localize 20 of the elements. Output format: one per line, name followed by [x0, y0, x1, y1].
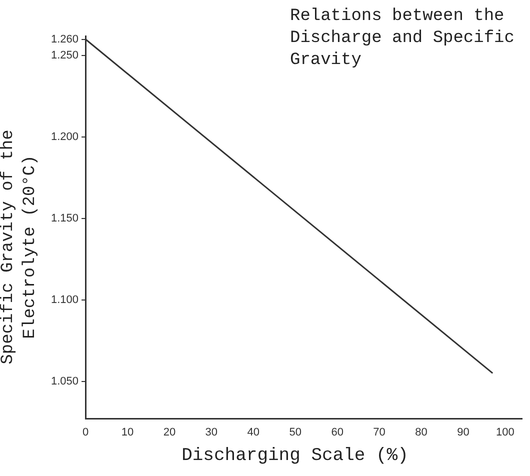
- x-tick-label: 30: [205, 426, 218, 438]
- x-tick-label: 20: [163, 426, 176, 438]
- y-tick-label: 1.200: [50, 131, 79, 144]
- y-tick-label: 1.150: [50, 212, 79, 224]
- y-tick-label: 1.100: [50, 294, 79, 306]
- x-axis-title: Discharging Scale (%): [180, 446, 410, 466]
- x-tick-label: 40: [247, 426, 260, 438]
- x-tick-label: 60: [331, 426, 344, 438]
- x-tick-label: 0: [82, 426, 89, 438]
- x-tick-label: 50: [289, 426, 302, 438]
- x-tick-label: 80: [415, 426, 428, 438]
- x-tick-label: 70: [373, 426, 386, 438]
- x-tick-label: 10: [121, 426, 134, 438]
- y-tick-label: 1.050: [50, 375, 79, 388]
- y-tick-label: 1.250: [50, 50, 79, 62]
- x-tick-label: 90: [457, 426, 470, 438]
- x-tick-label: 100: [496, 426, 514, 438]
- chart-title: Relations between the Discharge and Specific Gravity: [290, 6, 514, 72]
- y-tick-label: 1.260: [50, 33, 79, 46]
- y-axis-title: Specific Gravity of the Electrolyte (20°C): [0, 128, 41, 366]
